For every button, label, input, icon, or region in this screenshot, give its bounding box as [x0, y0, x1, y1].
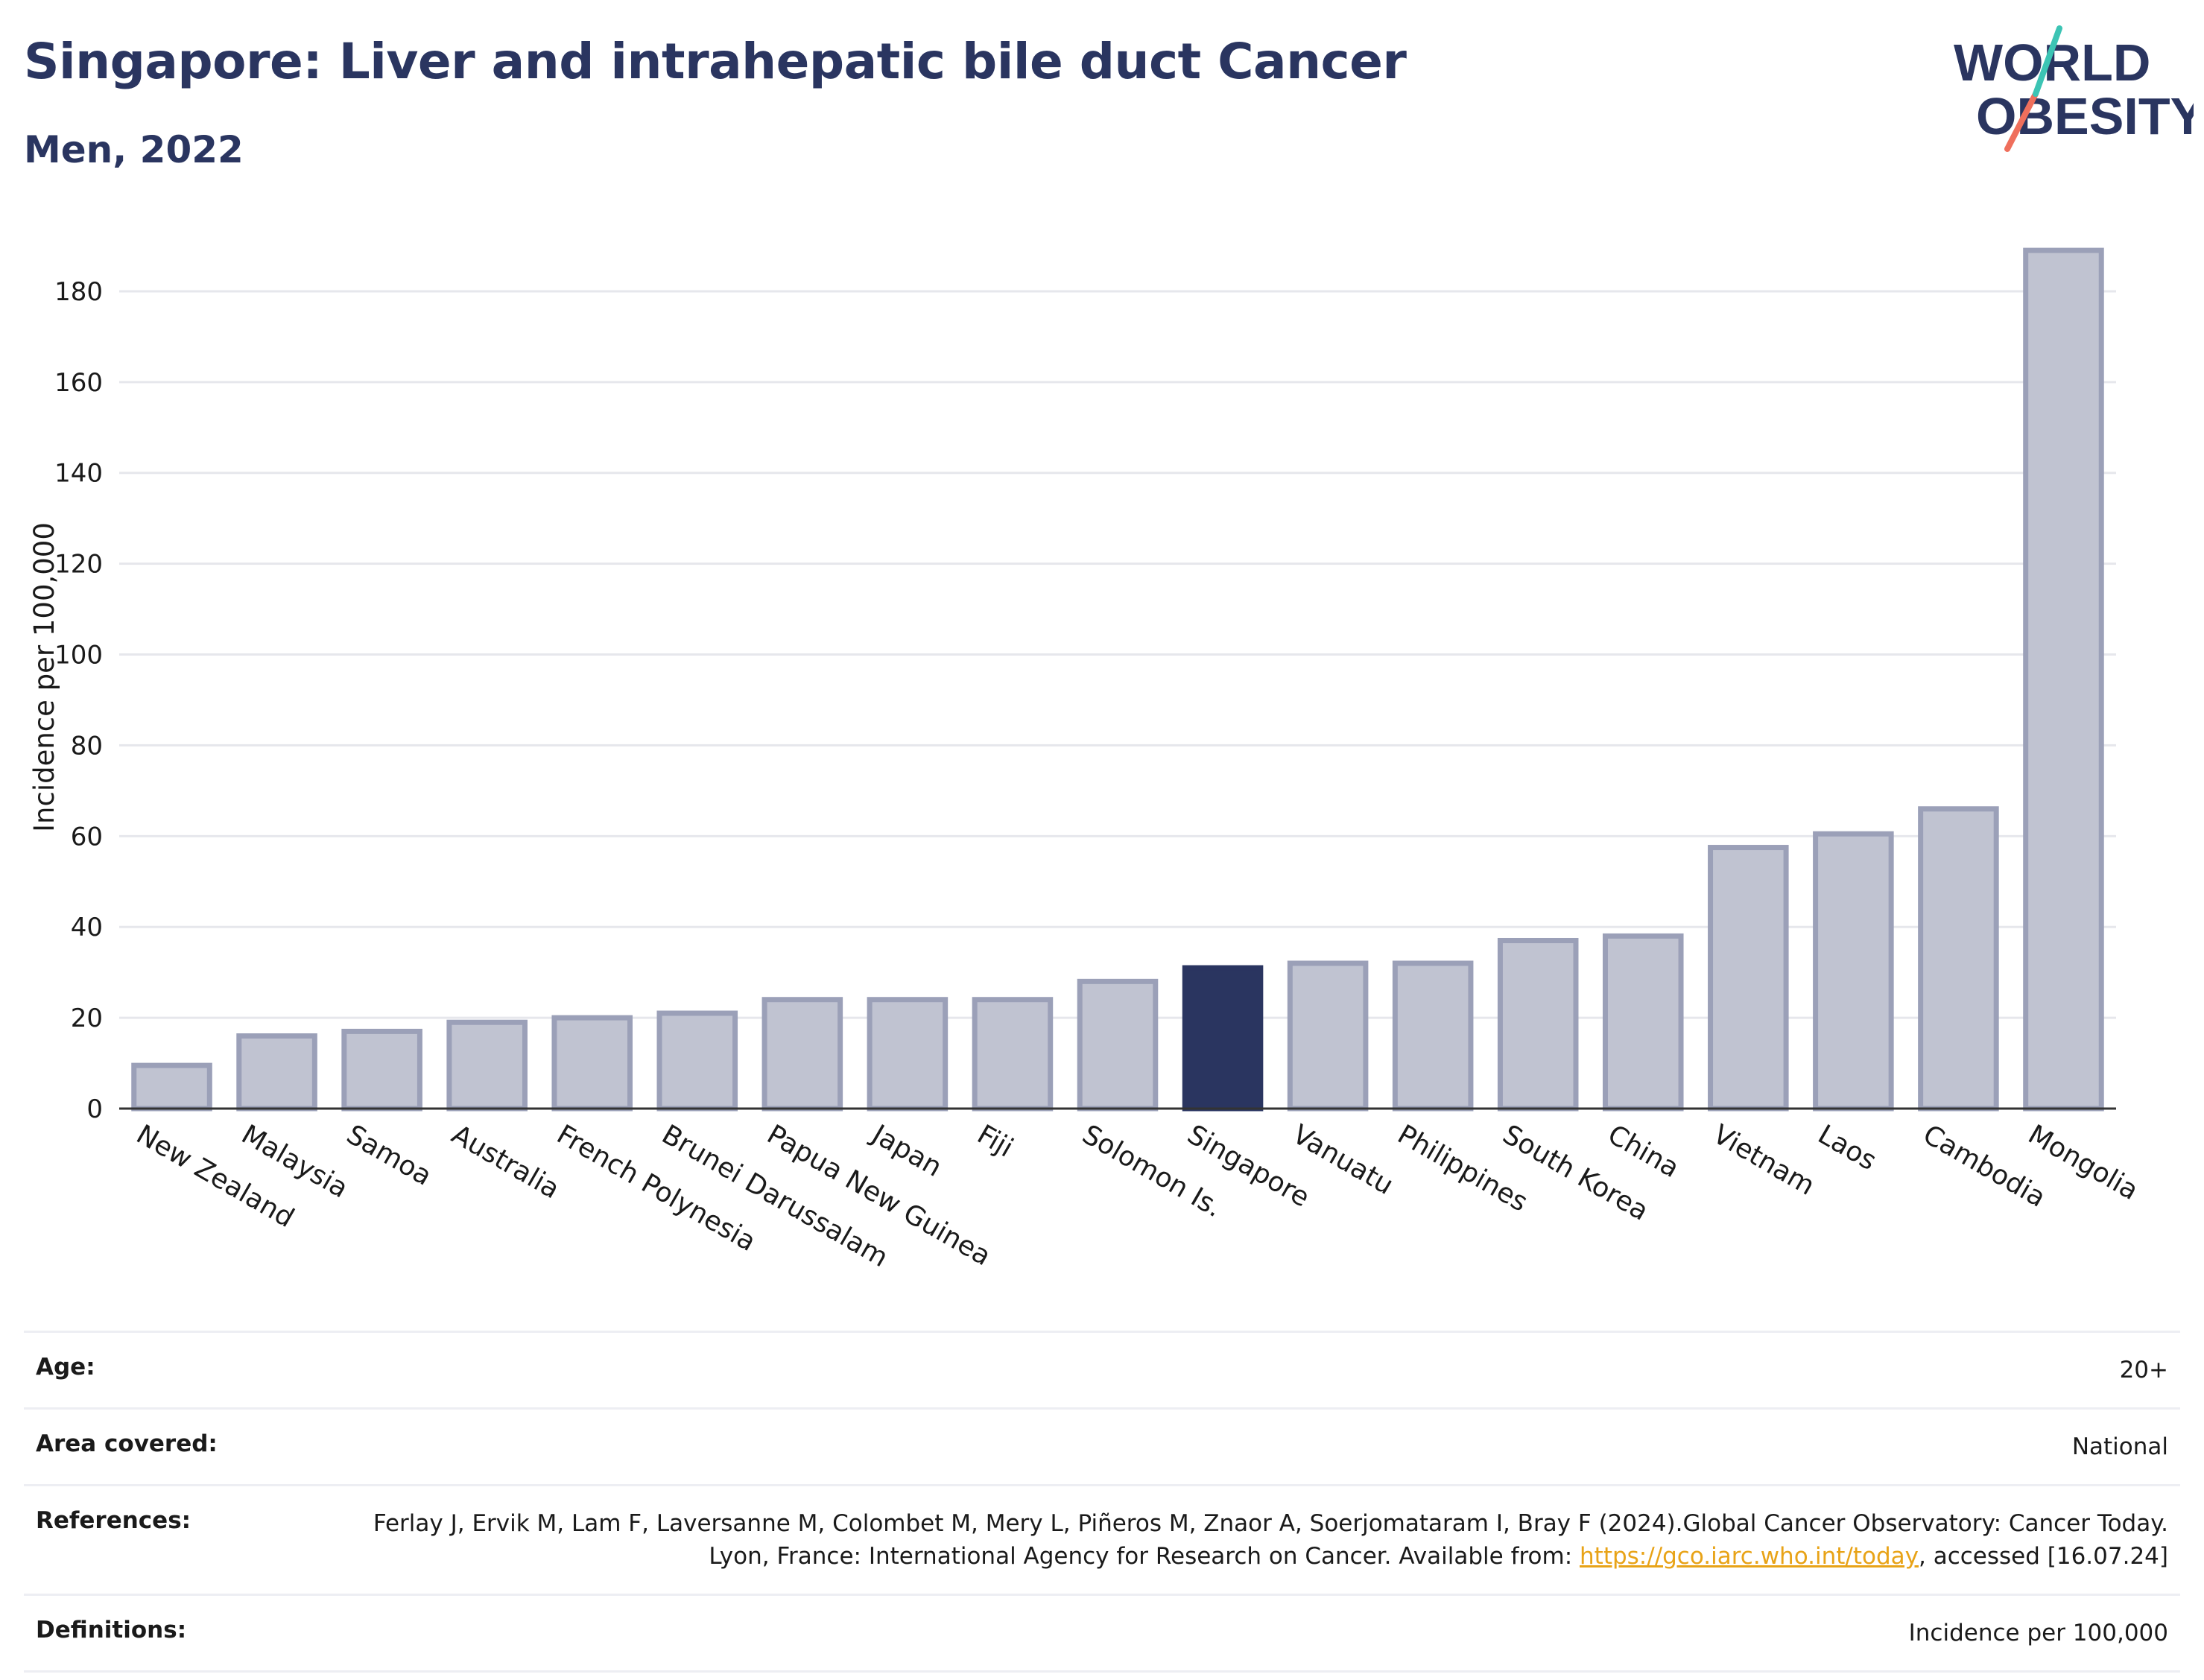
info-value: Incidence per 100,000 — [1908, 1620, 2168, 1646]
info-table: Age: 20+ Area covered: National Referenc… — [24, 1331, 2180, 1673]
bar-solomon-is — [1077, 978, 1159, 1112]
bar-vietnam — [1708, 845, 1789, 1112]
x-tick-label: Fiji — [972, 1119, 1018, 1164]
x-tick-label: China — [1603, 1119, 1685, 1184]
y-axis-label: Incidence per 100,000 — [28, 522, 60, 832]
bars — [131, 247, 2104, 1112]
bar-french-polynesia — [551, 1015, 633, 1112]
y-tick-label: 180 — [54, 277, 103, 307]
info-label: Age: — [36, 1354, 95, 1381]
bar-brunei-darussalam — [656, 1010, 738, 1112]
info-value: Ferlay J, Ervik M, Lam F, Laversanne M, … — [305, 1507, 2168, 1573]
logo-line2: OBESITY — [1976, 87, 2194, 145]
y-tick-label: 100 — [54, 641, 103, 671]
info-value: National — [2071, 1433, 2168, 1460]
info-row-definitions: Definitions: Incidence per 100,000 — [24, 1594, 2180, 1673]
reference-accessed: , accessed [16.07.24] — [1918, 1543, 2168, 1570]
bar-cambodia — [1918, 806, 1999, 1112]
y-tick-label: 0 — [86, 1094, 103, 1124]
y-tick-labels: 0 20 40 60 80 100 120 140 160 180 — [54, 277, 103, 1124]
bar-japan — [867, 997, 949, 1112]
x-tick-label: Vietnam — [1708, 1119, 1820, 1202]
x-tick-label: Samoa — [341, 1119, 437, 1192]
info-row-area: Area covered: National — [24, 1407, 2180, 1484]
x-tick-label: Japan — [866, 1118, 947, 1183]
reference-link[interactable]: https://gco.iarc.who.int/today — [1580, 1543, 1919, 1570]
bar-philippines — [1392, 960, 1474, 1112]
chart-subtitle: Men, 2022 — [24, 128, 244, 171]
info-label: Definitions: — [36, 1617, 187, 1643]
bar-chart: 0 20 40 60 80 100 120 140 160 180 New ZealandMala… — [28, 247, 2144, 1273]
world-obesity-logo: WORLD OBESITY — [1948, 22, 2204, 164]
bar-singapore — [1182, 965, 1264, 1112]
x-tick-label: Laos — [1813, 1119, 1881, 1176]
bar-south-korea — [1497, 937, 1579, 1112]
bar-australia — [446, 1019, 528, 1112]
y-tick-label: 80 — [71, 731, 103, 761]
y-tick-label: 160 — [54, 368, 103, 398]
y-tick-label: 40 — [71, 913, 103, 942]
bar-laos — [1813, 831, 1894, 1112]
info-row-references: References: Ferlay J, Ervik M, Lam F, La… — [24, 1484, 2180, 1594]
bar-samoa — [341, 1028, 422, 1112]
bar-malaysia — [236, 1033, 317, 1112]
bar-mongolia — [2023, 247, 2104, 1112]
bar-vanuatu — [1287, 960, 1369, 1112]
x-tick-label: Australia — [446, 1119, 564, 1205]
y-tick-label: 20 — [71, 1004, 103, 1033]
y-tick-label: 60 — [71, 822, 103, 852]
info-value: 20+ — [2119, 1357, 2168, 1383]
info-row-age: Age: 20+ — [24, 1331, 2180, 1407]
x-tick-label: French Polynesia — [551, 1119, 761, 1258]
info-label: Area covered: — [36, 1430, 218, 1457]
y-tick-label: 120 — [54, 550, 103, 580]
y-tick-label: 140 — [54, 459, 103, 489]
reference-text: Ferlay J, Ervik M, Lam F, Laversanne M, … — [373, 1510, 2168, 1570]
bar-papua-new-guinea — [761, 997, 843, 1112]
bar-china — [1602, 933, 1684, 1112]
bar-fiji — [972, 997, 1054, 1112]
info-label: References: — [36, 1507, 191, 1534]
bar-new-zealand — [131, 1062, 212, 1112]
chart-title: Singapore: Liver and intrahepatic bile d… — [24, 33, 1407, 90]
